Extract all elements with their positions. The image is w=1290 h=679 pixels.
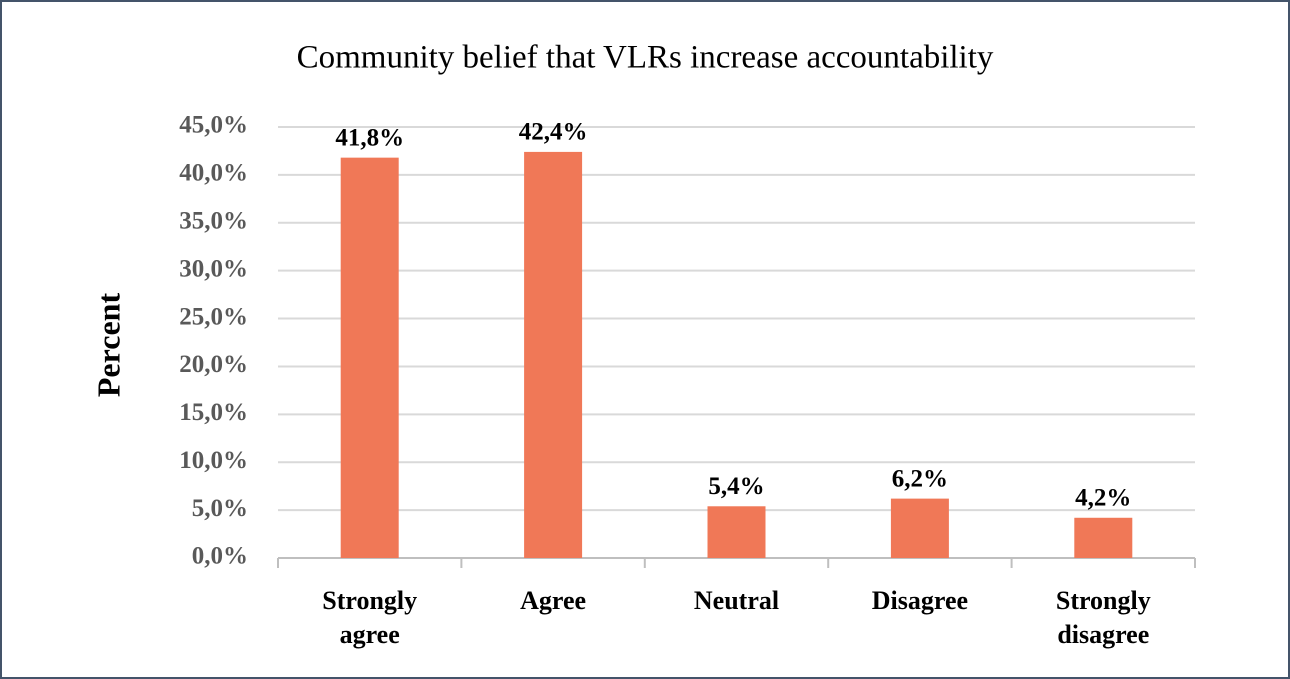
bar (1074, 517, 1133, 558)
y-tick-label: 0,0% (192, 543, 248, 570)
data-label: 4,2% (1075, 485, 1131, 512)
bar (707, 506, 766, 558)
y-tick-label: 35,0% (179, 208, 248, 235)
x-tick-label: Strongly disagree (1056, 586, 1151, 649)
bar (340, 157, 399, 558)
y-tick-label: 15,0% (179, 399, 248, 426)
y-tick-label: 25,0% (179, 303, 248, 330)
y-tick-label: 5,0% (192, 495, 248, 522)
y-tick-label: 10,0% (179, 447, 248, 474)
bar (890, 498, 949, 558)
data-label: 5,4% (708, 473, 764, 500)
y-tick-label: 45,0% (179, 112, 248, 139)
data-label: 41,8% (335, 124, 404, 151)
x-tick-label: Agree (520, 586, 586, 615)
data-label: 6,2% (892, 465, 948, 492)
x-tick-label: Strongly agree (322, 586, 417, 649)
x-tick-label: Neutral (694, 586, 779, 615)
y-tick-label: 30,0% (179, 255, 248, 282)
y-axis-label: Percent (90, 293, 126, 398)
chart-title: Community belief that VLRs increase acco… (297, 40, 994, 76)
y-tick-label: 20,0% (179, 351, 248, 378)
data-label: 42,4% (519, 119, 588, 146)
x-tick-label: Disagree (872, 586, 968, 615)
bar (524, 151, 583, 558)
y-tick-label: 40,0% (179, 160, 248, 187)
